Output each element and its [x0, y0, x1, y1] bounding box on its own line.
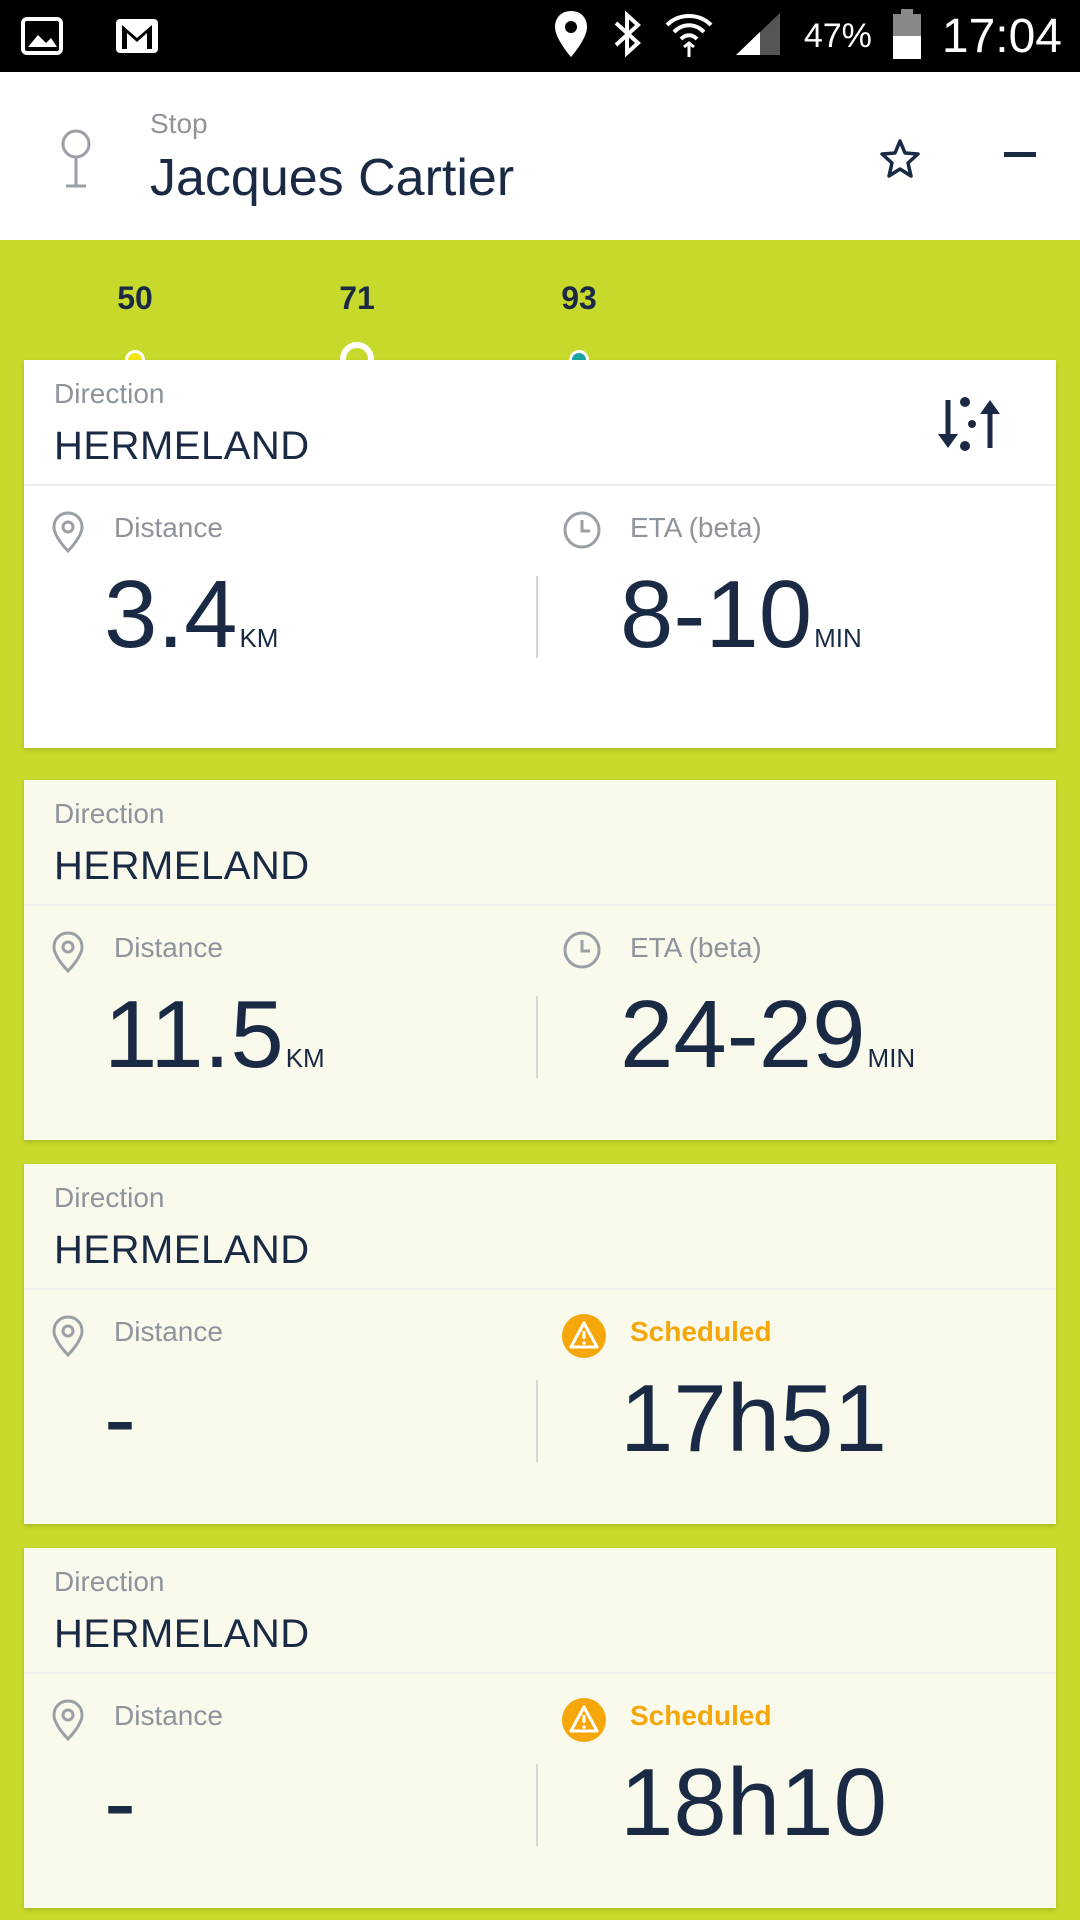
- eta-value: 24-29MIN: [620, 980, 915, 1090]
- departure-card[interactable]: Direction HERMELAND Distance 3.4KM ETA (…: [24, 360, 1056, 748]
- line-tabs: 50 71 93: [0, 240, 1080, 376]
- wifi-icon: [664, 9, 714, 64]
- scheduled-time: 17h51: [620, 1365, 887, 1472]
- eta-number: 24-29: [620, 981, 866, 1088]
- signal-icon: [734, 9, 784, 64]
- distance-pin-icon: [50, 1698, 86, 1747]
- tab-line-71[interactable]: 71: [297, 240, 417, 376]
- column-divider: [536, 1764, 538, 1846]
- departure-card[interactable]: Direction HERMELAND Distance - Scheduled…: [24, 1164, 1056, 1524]
- stop-pin-icon: [56, 128, 96, 197]
- distance-value: 11.5KM: [104, 980, 325, 1090]
- distance-value: -: [104, 1365, 136, 1472]
- eta-label: ETA (beta): [630, 932, 762, 963]
- direction-name: HERMELAND: [54, 844, 310, 888]
- distance-label: Distance: [114, 1316, 223, 1347]
- eta-unit: MIN: [867, 1043, 916, 1073]
- card-divider: [24, 904, 1056, 906]
- distance-pin-icon: [50, 510, 86, 559]
- clock-icon: [562, 930, 602, 975]
- collapse-minus-icon[interactable]: [1004, 152, 1036, 157]
- scheduled-label: Scheduled: [630, 1316, 772, 1347]
- distance-number: 11.5: [104, 981, 284, 1088]
- departure-card[interactable]: Direction HERMELAND Distance 11.5KM ETA …: [24, 780, 1056, 1140]
- scheduled-label: Scheduled: [630, 1700, 772, 1731]
- eta-value: 8-10MIN: [620, 560, 862, 670]
- swap-direction-icon[interactable]: [934, 394, 1004, 459]
- eta-unit: MIN: [814, 623, 862, 653]
- tab-line-50[interactable]: 50: [75, 240, 195, 370]
- status-bar: 47% 17:04: [0, 0, 1080, 72]
- warning-icon: [562, 1314, 606, 1363]
- eta-label: ETA (beta): [630, 512, 762, 543]
- direction-name: HERMELAND: [54, 1612, 310, 1656]
- scheduled-time: 18h10: [620, 1749, 887, 1856]
- distance-unit: KM: [239, 623, 279, 653]
- direction-label: Direction: [54, 1182, 165, 1213]
- tab-label: 50: [117, 280, 153, 316]
- gallery-icon: [20, 16, 64, 61]
- card-divider: [24, 1288, 1056, 1290]
- bluetooth-icon: [610, 9, 644, 64]
- tab-label: 93: [561, 280, 597, 316]
- stop-label: Stop: [150, 108, 208, 139]
- distance-label: Distance: [114, 932, 223, 963]
- gmail-icon: [114, 16, 160, 61]
- distance-value: -: [104, 1749, 136, 1856]
- battery-percent: 47%: [803, 16, 872, 55]
- column-divider: [536, 996, 538, 1078]
- column-divider: [536, 1380, 538, 1462]
- battery-icon: [892, 8, 922, 65]
- tab-label: 71: [339, 280, 375, 316]
- eta-number: 8-10: [620, 561, 813, 668]
- warning-icon: [562, 1698, 606, 1747]
- departure-card[interactable]: Direction HERMELAND Distance - Scheduled…: [24, 1548, 1056, 1908]
- card-divider: [24, 484, 1056, 486]
- stop-header: Stop Jacques Cartier: [0, 72, 1080, 240]
- distance-number: 3.4: [104, 561, 238, 668]
- distance-label: Distance: [114, 1700, 223, 1731]
- direction-name: HERMELAND: [54, 424, 310, 468]
- stop-name: Jacques Cartier: [150, 149, 515, 207]
- distance-unit: KM: [285, 1043, 325, 1073]
- direction-label: Direction: [54, 378, 165, 409]
- distance-pin-icon: [50, 1314, 86, 1363]
- column-divider: [536, 576, 538, 658]
- favorite-star-icon[interactable]: [880, 138, 920, 183]
- direction-name: HERMELAND: [54, 1228, 310, 1272]
- location-icon: [552, 9, 590, 64]
- card-divider: [24, 1672, 1056, 1674]
- distance-value: 3.4KM: [104, 560, 278, 670]
- direction-label: Direction: [54, 1566, 165, 1597]
- clock: 17:04: [941, 9, 1062, 63]
- clock-icon: [562, 510, 602, 555]
- distance-label: Distance: [114, 512, 223, 543]
- distance-pin-icon: [50, 930, 86, 979]
- tab-line-93[interactable]: 93: [519, 240, 639, 370]
- direction-label: Direction: [54, 798, 165, 829]
